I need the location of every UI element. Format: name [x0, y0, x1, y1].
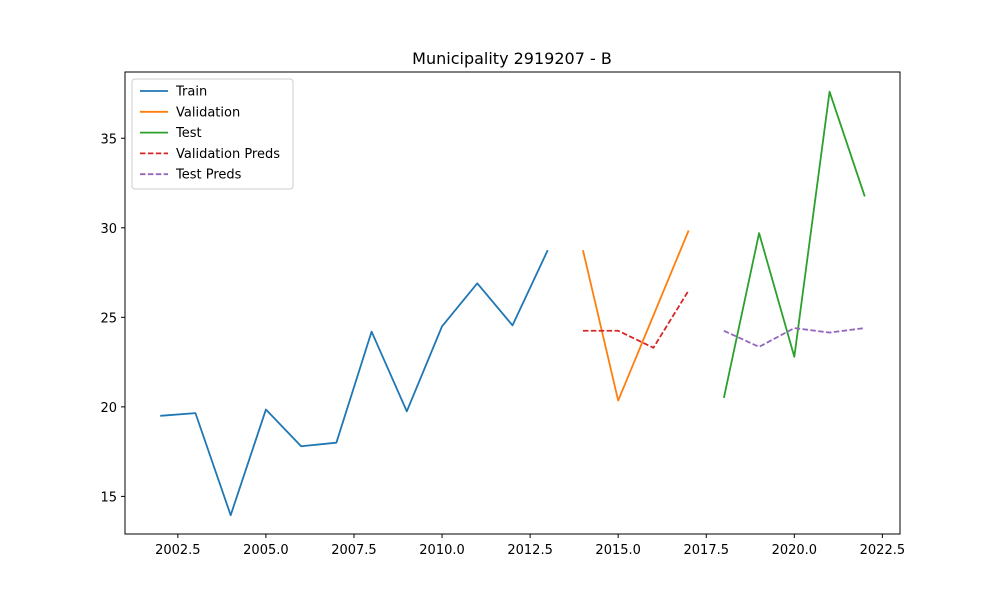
axes: 2002.5 2005.0 2007.5 2010.0 2012.5 2015.0 2017… — [100, 71, 906, 558]
legend-label-train: Train — [175, 85, 207, 100]
x-tick-label: 2012.5 — [507, 543, 553, 558]
x-tick-label: 2005.0 — [243, 543, 289, 558]
y-tick-label: 15 — [100, 490, 117, 505]
series-line-validation — [582, 230, 690, 402]
series-line-train — [160, 249, 549, 517]
y-tick-label: 30 — [100, 222, 117, 237]
legend-label-validation-preds: Validation Preds — [176, 147, 280, 162]
y-tick-label: 35 — [100, 132, 117, 147]
series-line-test-preds — [723, 327, 865, 348]
axes-frame — [124, 71, 901, 535]
x-tick-label: 2015.0 — [595, 543, 641, 558]
series-line-test — [722, 90, 866, 399]
x-tick-label: 2020.0 — [772, 543, 818, 558]
chart-title: Municipality 2919207 - B — [412, 49, 612, 68]
legend-label-test: Test — [175, 126, 202, 141]
plot-area — [160, 90, 866, 517]
x-tick-label: 2017.5 — [684, 543, 730, 558]
legend: Train Validation Test Validation Preds Test … — [131, 78, 294, 190]
legend-box — [131, 78, 294, 190]
legend-label-test-preds: Test Preds — [175, 168, 242, 183]
legend-label-validation: Validation — [176, 105, 240, 120]
x-tick-label: 2022.5 — [860, 543, 906, 558]
x-tick-label: 2010.0 — [419, 543, 465, 558]
y-tick-label: 20 — [100, 401, 117, 416]
y-tick-label: 25 — [100, 311, 117, 326]
x-tick-label: 2007.5 — [331, 543, 377, 558]
series-line-validation-preds — [582, 289, 690, 349]
x-tick-label: 2002.5 — [155, 543, 201, 558]
